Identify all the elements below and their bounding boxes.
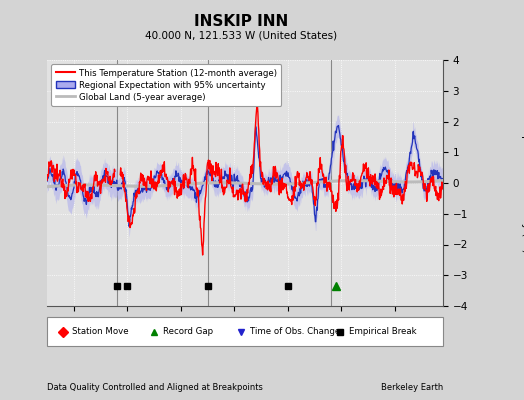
Legend: This Temperature Station (12-month average), Regional Expectation with 95% uncer: This Temperature Station (12-month avera… xyxy=(51,64,281,106)
Text: Data Quality Controlled and Aligned at Breakpoints: Data Quality Controlled and Aligned at B… xyxy=(47,383,263,392)
Y-axis label: Temperature Anomaly (°C): Temperature Anomaly (°C) xyxy=(521,114,524,252)
Text: 40.000 N, 121.533 W (United States): 40.000 N, 121.533 W (United States) xyxy=(145,30,337,40)
Text: Berkeley Earth: Berkeley Earth xyxy=(380,383,443,392)
FancyBboxPatch shape xyxy=(47,317,443,346)
Text: Station Move: Station Move xyxy=(72,327,128,336)
Text: Record Gap: Record Gap xyxy=(162,327,213,336)
Text: INSKIP INN: INSKIP INN xyxy=(194,14,288,29)
Text: Time of Obs. Change: Time of Obs. Change xyxy=(250,327,340,336)
Text: Empirical Break: Empirical Break xyxy=(348,327,416,336)
